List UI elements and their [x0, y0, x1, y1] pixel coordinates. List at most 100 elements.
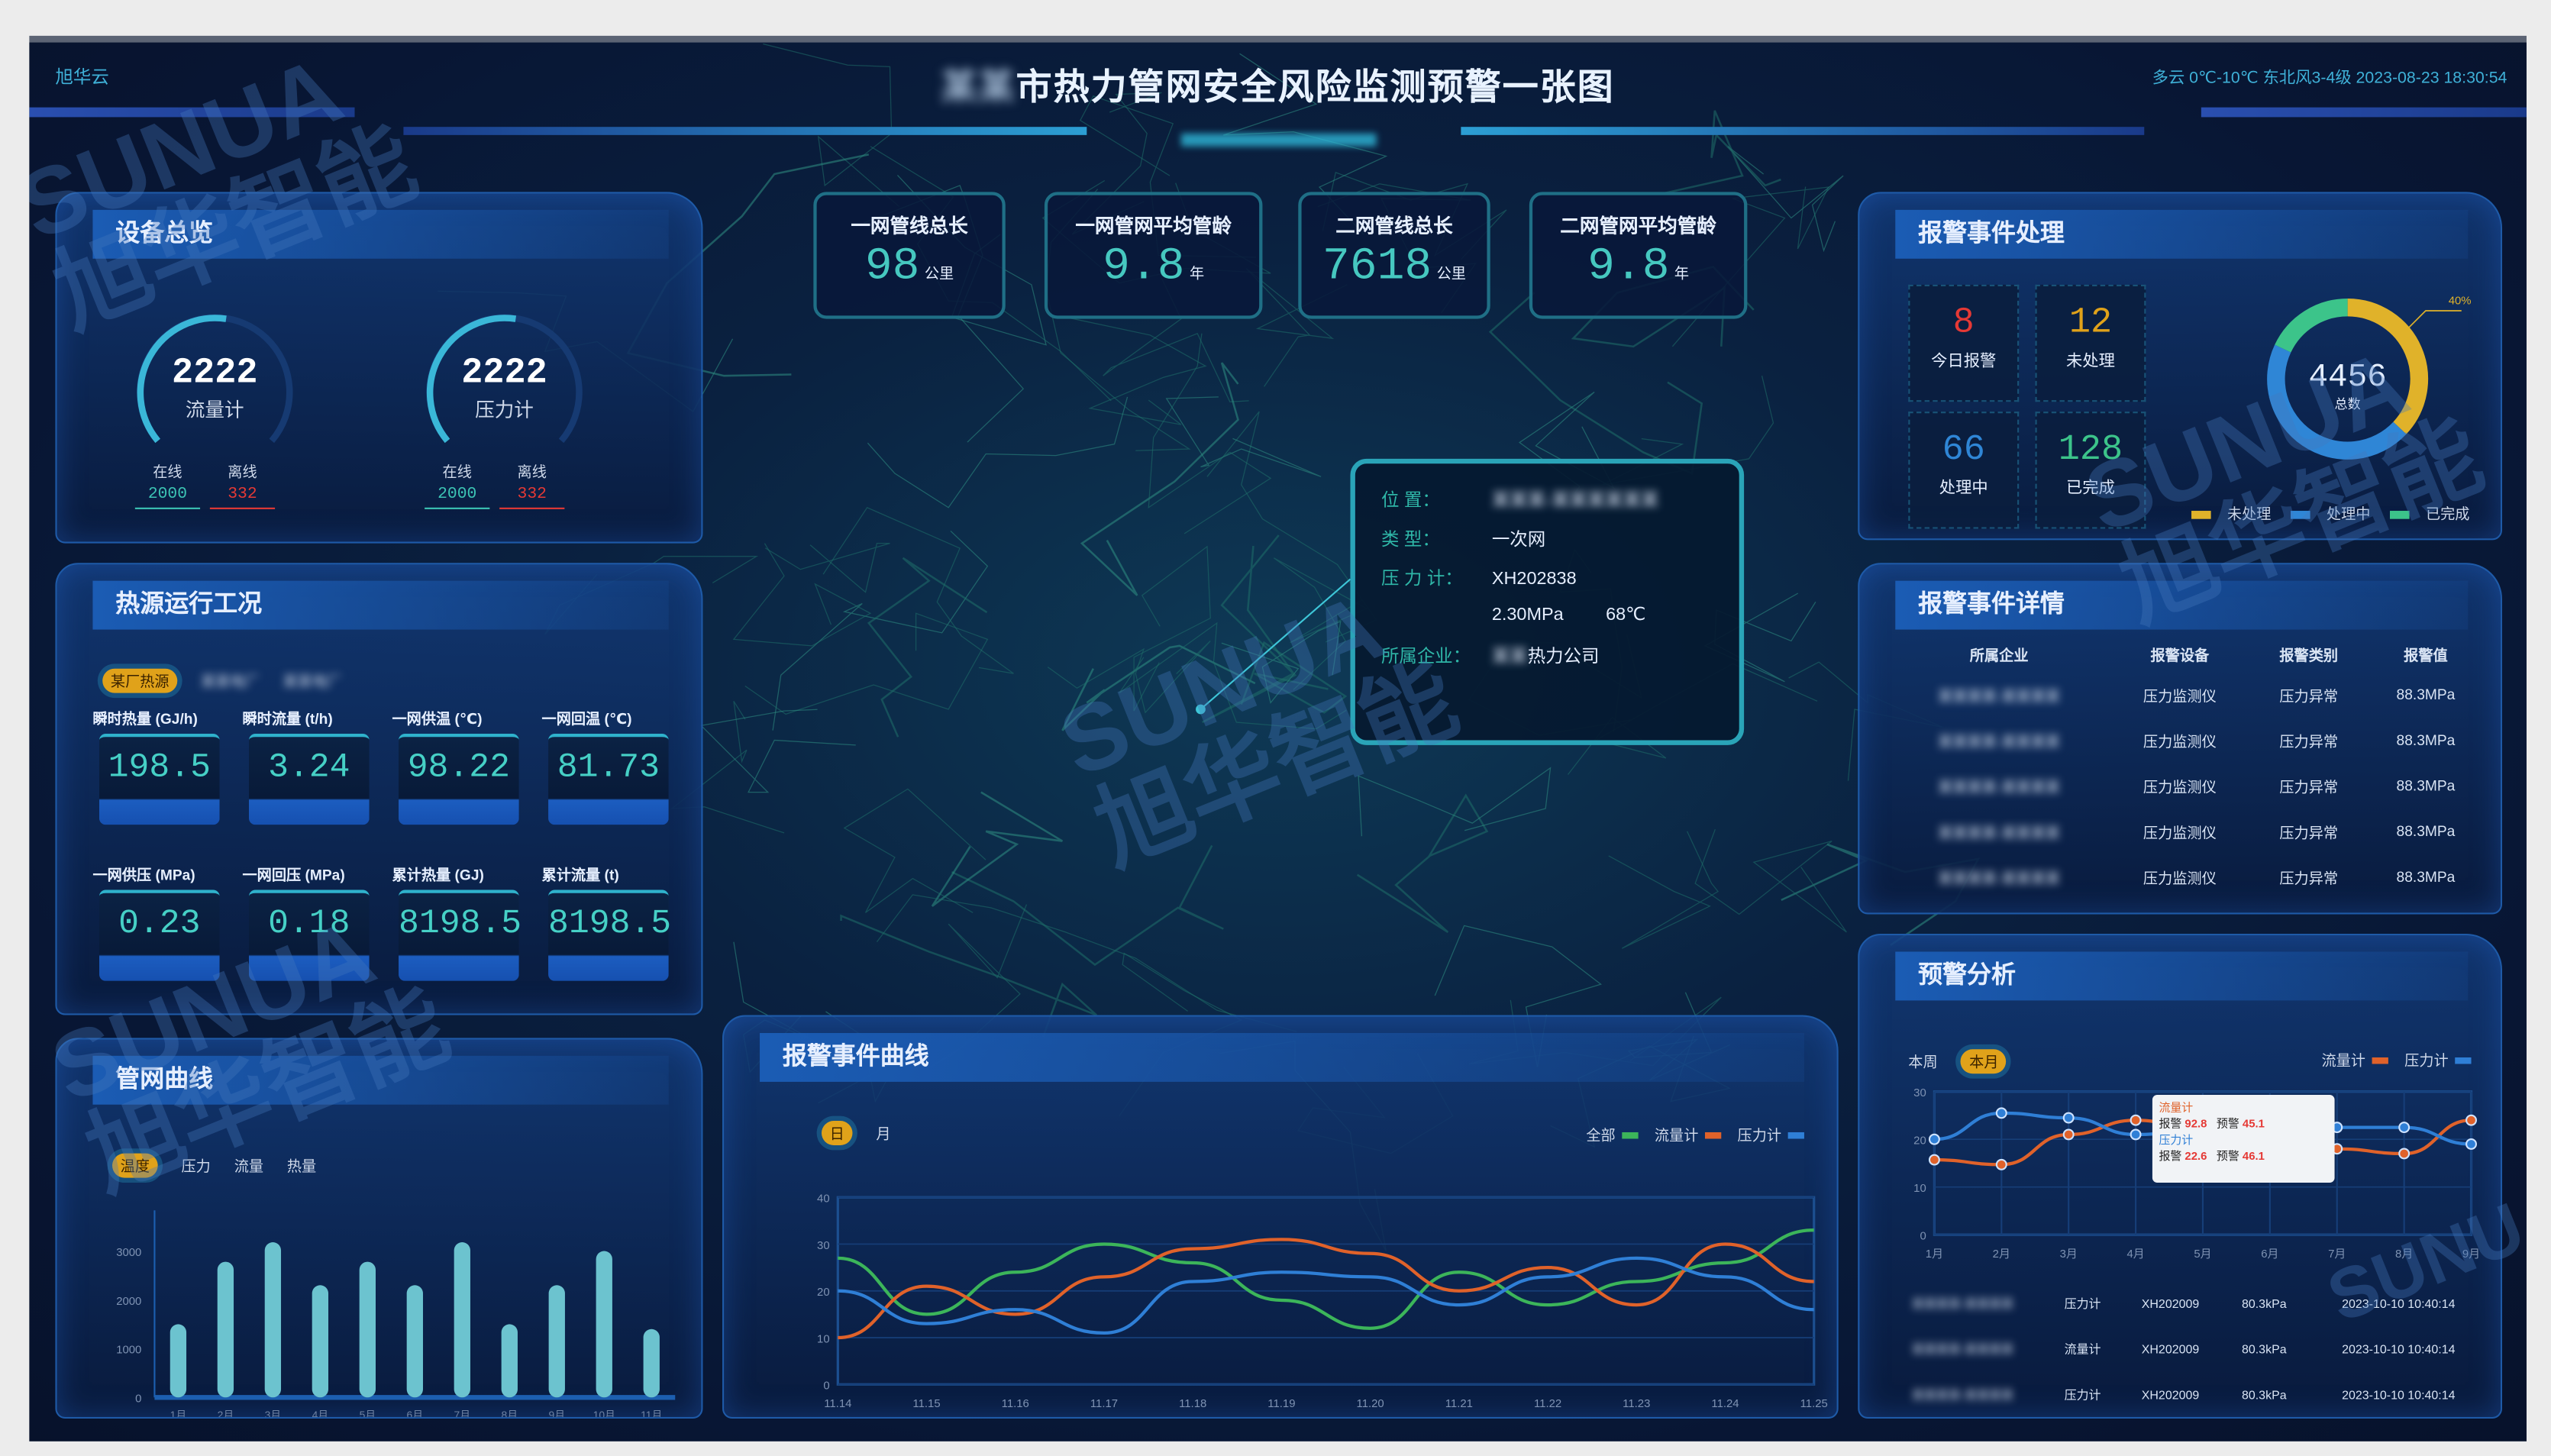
donut-slice[interactable] — [2267, 344, 2407, 460]
meter-value: XH202838 — [1491, 569, 1577, 589]
tab-heat-source-2[interactable]: 某某电厂 — [201, 673, 260, 690]
bar[interactable] — [406, 1285, 423, 1398]
map-road — [1080, 362, 1239, 596]
table-row[interactable]: 某某某某-某某某某 压力监测仪 压力异常 88.3MPa — [1889, 854, 2485, 900]
stat-label: 未处理 — [2065, 353, 2115, 371]
bar[interactable] — [264, 1242, 282, 1398]
legend-item[interactable]: 处理中 — [2285, 506, 2384, 522]
x-tick-label: 3月 — [265, 1409, 282, 1417]
data-point[interactable] — [2465, 1138, 2477, 1150]
tab-month[interactable]: 月 — [876, 1125, 891, 1142]
legend-item[interactable]: 流量计 — [1655, 1128, 1738, 1144]
series-line[interactable] — [838, 1238, 1814, 1340]
map-road — [1047, 641, 1211, 714]
alarm-stat-card[interactable]: 12 未处理 — [2035, 284, 2146, 402]
table-row[interactable]: 某某某某-某某某某 压力监测仪 压力异常 88.3MPa — [1889, 809, 2485, 854]
table-cell: XH202009 — [2141, 1387, 2200, 1402]
legend-item[interactable]: 已完成 — [2384, 506, 2483, 522]
tab-pressure[interactable]: 压力 — [181, 1158, 211, 1175]
device-marker[interactable] — [1196, 704, 1206, 715]
kpi-card: 二网管网平均管龄 9.8 年 — [1529, 192, 1748, 319]
tab-temperature[interactable]: 温度 — [112, 1153, 158, 1178]
legend-item[interactable]: 压力计 — [2404, 1053, 2488, 1069]
x-tick-label: 7月 — [454, 1409, 471, 1417]
x-tick-label: 11.16 — [1002, 1398, 1029, 1410]
donut-slice[interactable] — [2275, 298, 2348, 353]
bar[interactable] — [217, 1261, 234, 1398]
alarm-stat-card[interactable]: 128 已完成 — [2035, 412, 2146, 529]
data-point[interactable] — [1928, 1133, 1940, 1145]
map-road — [1119, 621, 1347, 730]
bar[interactable] — [454, 1242, 470, 1398]
legend-item[interactable]: 全部 — [1586, 1128, 1655, 1144]
alarm-curve-tabs: 日 月 — [822, 1118, 907, 1147]
alarm-stat-card[interactable]: 8 今日报警 — [1908, 284, 2020, 402]
tooltip-series: 压力计 — [2159, 1135, 2194, 1148]
table-row[interactable]: 某某某某-某某某某 压力监测仪 压力异常 88.3MPa — [1889, 672, 2485, 718]
table-row[interactable]: 某某某某-某某某某 压力监测仪 压力异常 88.3MPa — [1889, 718, 2485, 764]
kpi-card: 二网管线总长 7618 公里 — [1298, 192, 1490, 319]
x-tick-label: 11.21 — [1445, 1398, 1473, 1410]
logo-text: 旭华云 — [55, 68, 109, 89]
tooltip-value: 45.1 — [2242, 1119, 2265, 1131]
metric-value: 0.23 — [118, 906, 201, 944]
data-point[interactable] — [1995, 1158, 2007, 1170]
x-tick-label: 9月 — [2462, 1248, 2480, 1261]
tab-day[interactable]: 日 — [822, 1121, 853, 1146]
tab-heat[interactable]: 热量 — [286, 1158, 317, 1175]
bar[interactable] — [170, 1324, 187, 1398]
x-tick-label: 11.17 — [1090, 1398, 1118, 1410]
table-row[interactable]: 某某某某-某某某某 压力计 XH202009 80.3kPa 2023-10-10 10… — [1879, 1371, 2491, 1417]
tab-heat-source-3[interactable]: 某某电厂 — [283, 673, 342, 690]
legend-item[interactable]: 压力计 — [1738, 1128, 1821, 1144]
donut-slice[interactable] — [2347, 298, 2429, 434]
alarm-handling-panel: 报警事件处理 8 今日报警 12 未处理 66 处理中 128 已完成 4456 总数 40% 未… — [1858, 192, 2503, 541]
table-cell: 压力异常 — [2279, 687, 2339, 704]
bar[interactable] — [548, 1285, 565, 1398]
offline-value: 332 — [499, 486, 565, 509]
warning-legend: 流量计 压力计 — [2321, 1049, 2487, 1070]
tab-heat-source-1[interactable]: 某厂热源 — [102, 668, 178, 693]
table-row[interactable]: 某某某某-某某某某 流量计 XH202009 80.3kPa 2023-10-10 10… — [1879, 1326, 2491, 1372]
alarm-stat-card[interactable]: 66 处理中 — [1908, 412, 2020, 529]
table-cell: 2023-10-10 10:40:14 — [2342, 1296, 2456, 1311]
legend-item[interactable]: 未处理 — [2185, 506, 2285, 522]
table-cell: 88.3MPa — [2396, 686, 2456, 703]
panel-title: 管网曲线 — [92, 1055, 669, 1105]
bar[interactable] — [596, 1251, 612, 1398]
stat-value: 8 — [1952, 302, 1975, 344]
bar[interactable] — [643, 1328, 660, 1398]
data-point[interactable] — [2062, 1128, 2075, 1141]
map-road — [1356, 793, 1489, 933]
series-line[interactable] — [838, 1228, 1814, 1330]
table-row[interactable]: 某某某某-某某某某 压力监测仪 压力异常 88.3MPa — [1889, 763, 2485, 809]
data-point[interactable] — [2398, 1122, 2411, 1134]
bar[interactable] — [359, 1261, 376, 1398]
metric-value-box: 8198.5 — [399, 889, 522, 981]
table-header: 所属企业 报警设备 报警类别 报警值 — [1889, 636, 2485, 672]
table-row[interactable]: 某某某某-某某某某 压力计 XH202009 80.3kPa 2023-10-10 10… — [1879, 1280, 2491, 1326]
data-point[interactable] — [2062, 1112, 2075, 1124]
data-point[interactable] — [1928, 1154, 1940, 1166]
data-point[interactable] — [2398, 1148, 2411, 1160]
legend-swatch — [1622, 1132, 1639, 1139]
map-road — [1133, 545, 1211, 712]
table-cell: XH202009 — [2141, 1296, 2200, 1311]
data-point[interactable] — [2130, 1128, 2142, 1141]
x-tick-label: 5月 — [2194, 1248, 2211, 1261]
legend-item[interactable]: 流量计 — [2321, 1053, 2404, 1069]
pressure-gauge: 2222 压力计 在线 2000 离线 332 — [415, 304, 593, 515]
legend-label: 已完成 — [2425, 505, 2470, 522]
series-line[interactable] — [838, 1256, 1814, 1335]
data-point[interactable] — [1995, 1107, 2007, 1119]
tab-month[interactable]: 本月 — [1961, 1049, 2007, 1074]
bar[interactable] — [501, 1324, 518, 1398]
data-point[interactable] — [2130, 1114, 2142, 1126]
tab-week[interactable]: 本周 — [1908, 1054, 1938, 1071]
bar[interactable] — [312, 1285, 329, 1398]
data-point[interactable] — [2465, 1114, 2477, 1126]
tab-flow[interactable]: 流量 — [234, 1158, 264, 1175]
map-road — [867, 396, 1129, 508]
tooltip-value: 22.6 — [2184, 1151, 2207, 1164]
online-value: 2000 — [134, 486, 201, 509]
